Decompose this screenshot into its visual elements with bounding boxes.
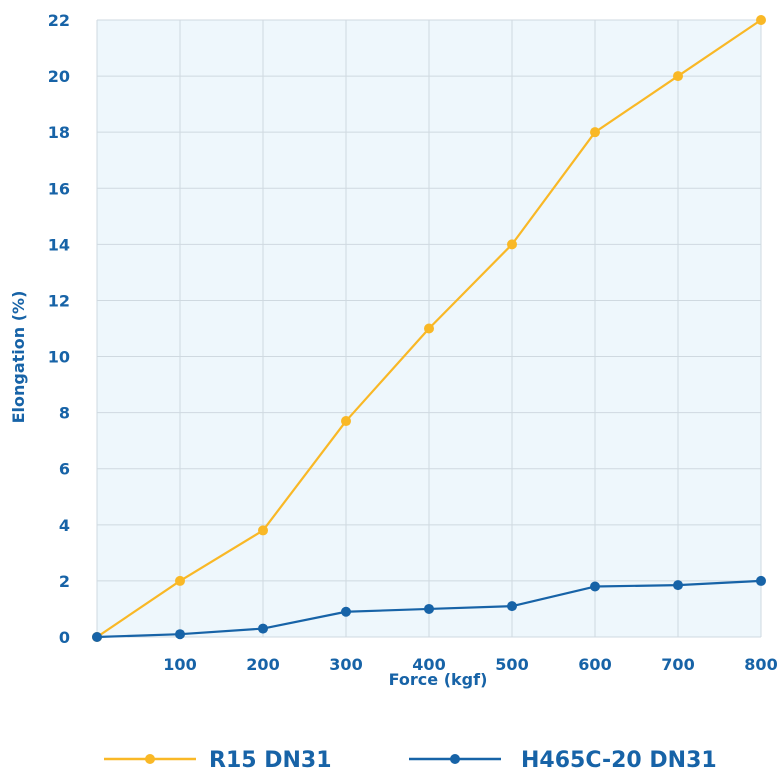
y-tick-label: 12 (48, 291, 70, 310)
y-tick-label: 8 (59, 404, 70, 423)
data-point-r15 (507, 239, 517, 250)
legend-item-h465c: H465C-20 DN31 (409, 748, 717, 771)
x-tick-label: 300 (329, 655, 362, 674)
x-tick-label: 800 (744, 655, 777, 674)
grid-lines (96, 19, 762, 638)
x-tick-label: 500 (495, 655, 528, 674)
y-tick-label: 10 (48, 348, 70, 367)
y-tick-label: 4 (59, 516, 70, 535)
data-point-h465c (507, 601, 517, 612)
data-point-r15 (756, 15, 766, 25)
y-tick-label: 0 (59, 628, 70, 647)
y-tick-label: 18 (48, 123, 70, 142)
data-point-h465c (258, 623, 268, 634)
series-group (92, 15, 766, 642)
legend-marker-r15 (145, 754, 155, 764)
data-point-h465c (92, 632, 102, 642)
x-tick-label: 200 (246, 655, 279, 674)
y-tick-label: 16 (48, 179, 70, 198)
y-tick-label: 22 (48, 11, 70, 30)
data-point-h465c (673, 580, 683, 591)
y-tick-label: 20 (48, 67, 70, 86)
data-point-h465c (424, 603, 434, 614)
y-tick-label: 2 (59, 572, 70, 591)
series-h465c (92, 575, 766, 642)
legend: R15 DN31 H465C-20 DN31 (104, 748, 717, 771)
data-point-h465c (175, 629, 185, 640)
data-point-r15 (258, 525, 268, 536)
x-axis-title: Force (kgf) (389, 670, 488, 689)
y-axis-title: Elongation (%) (9, 291, 28, 424)
data-point-r15 (341, 416, 351, 427)
legend-label-r15: R15 DN31 (209, 748, 332, 771)
x-tick-label: 400 (412, 655, 445, 674)
legend-marker-h465c (450, 754, 460, 764)
legend-item-r15: R15 DN31 (104, 748, 332, 771)
x-tick-label: 100 (163, 655, 196, 674)
data-point-r15 (424, 323, 434, 334)
y-tick-label: 14 (48, 235, 70, 254)
x-tick-label: 600 (578, 655, 611, 674)
data-point-r15 (590, 127, 600, 138)
data-point-r15 (175, 575, 185, 586)
tick-labels: 0 2 4 6 8 10 12 14 16 18 20 22 100 200 300 400 500 600 700… (48, 11, 778, 674)
x-tick-label: 700 (661, 655, 694, 674)
data-point-h465c (341, 606, 351, 617)
data-point-r15 (673, 71, 683, 82)
y-tick-label: 6 (59, 460, 70, 479)
data-point-h465c (756, 575, 766, 586)
legend-label-h465c: H465C-20 DN31 (521, 748, 717, 771)
data-point-h465c (590, 581, 600, 592)
